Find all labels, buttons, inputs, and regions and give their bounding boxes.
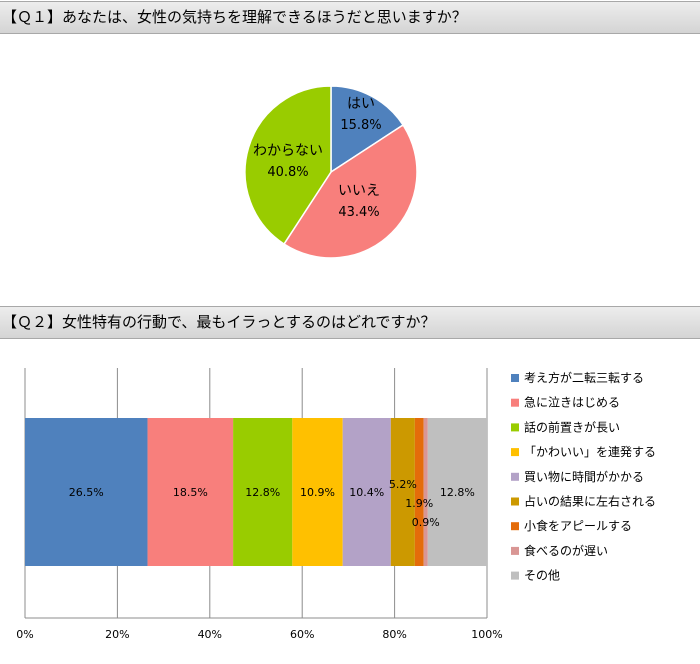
legend-entry: 食べるのが遅い [524,543,608,558]
legend-entry: 急に泣きはじめる [524,395,620,410]
legend-swatch [511,497,519,506]
data-label: 18.5% [173,486,208,499]
bar-segment [25,418,148,566]
legend-swatch [511,472,519,481]
x-tick-label: 60% [290,628,314,641]
legend-swatch [511,423,519,432]
q1-pie-chart: はい 15.8% いいえ 43.4% わからない 40.8% [244,85,418,259]
x-tick-label: 0% [16,628,33,641]
bar-segment [427,418,487,566]
data-label: 5.2% [389,478,417,491]
bar-segment [147,418,234,566]
bar-segment [390,418,415,566]
legend-entry: 小食をアピールする [524,518,632,533]
x-tick-label: 40% [198,628,222,641]
data-label: 0.9% [412,516,440,529]
pie-slice [282,123,418,259]
pie-slice-value: 15.8% [340,118,381,133]
x-tick-label: 80% [382,628,406,641]
q1-heading: 【Ｑ１】あなたは、女性の気持ちを理解できるほうだと思いますか？ [0,1,700,34]
q2-heading: 【Ｑ２】女性特有の行動で、最もイラっとするのはどれですか？ [0,306,700,339]
x-tick-label: 20% [105,628,129,641]
bar-segment [342,418,391,566]
legend-swatch [511,374,519,382]
legend-entry: 話の前置きが長い [524,419,620,434]
pie-slice [244,85,332,246]
legend-swatch [511,448,519,457]
pie-slice-value: 40.8% [267,165,308,180]
legend-entry: 占いの結果に左右される [524,494,656,509]
pie-slice-label: いいえ [338,183,380,199]
bar-segment [423,418,428,566]
legend-entry: 買い物に時間がかかる [524,469,644,484]
legend-swatch [511,522,519,531]
x-tick-label: 100% [471,628,502,641]
bar-segment [414,418,424,566]
legend-swatch [511,571,519,580]
legend-swatch [511,546,519,555]
legend-swatch [511,398,519,407]
bar-segment [292,418,343,566]
data-label: 10.9% [300,486,335,499]
legend-entry: 考え方が二転三転する [524,370,644,385]
pie-slice-label: はい [347,96,375,112]
pie-slice [330,85,405,174]
pie-slice-value: 43.4% [338,205,379,220]
legend-entry: 「かわいい」を連発する [524,445,656,459]
data-label: 1.9% [405,497,433,510]
bar-segment [233,418,293,566]
q2-bar-chart: 0% 20% 40% 60% 80% 100% 26.5% 18.5% 12.8% 10.9% 10… [16,368,656,641]
data-label: 12.8% [440,486,475,499]
data-label: 10.4% [349,486,384,499]
legend-entry: その他 [524,569,560,583]
data-label: 26.5% [69,486,104,499]
pie-slice-label: わからない [253,143,323,159]
data-label: 12.8% [245,486,280,499]
